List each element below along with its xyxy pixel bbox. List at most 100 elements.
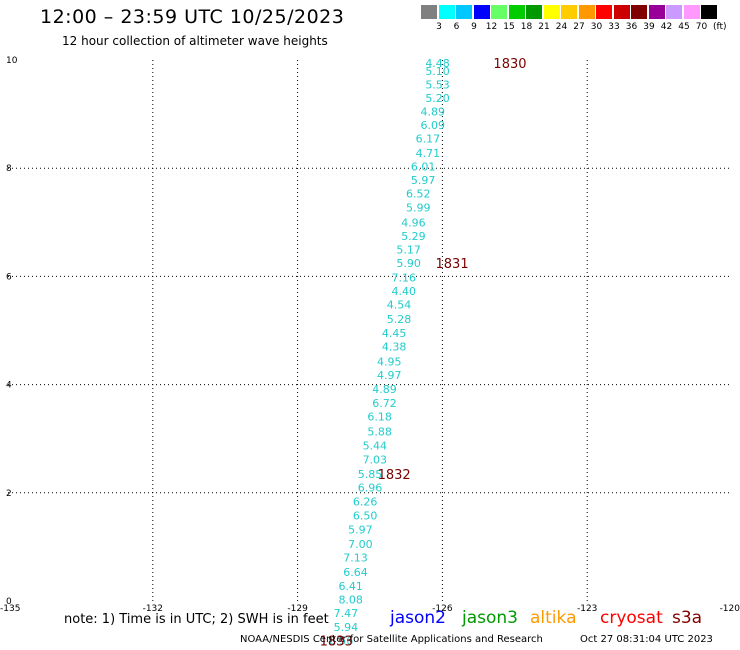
satellite-name-s3a: s3a — [672, 608, 703, 628]
y-tick-label: 2 — [6, 489, 12, 499]
wave-height-label: 4.97 — [377, 369, 402, 382]
color-swatch — [561, 5, 577, 19]
color-swatch — [701, 5, 717, 19]
wave-height-label: 4.40 — [392, 285, 417, 298]
wave-height-label: 6.96 — [358, 481, 383, 494]
wave-height-label: 4.71 — [416, 147, 441, 160]
y-tick-label: 10 — [6, 56, 18, 66]
wave-height-label: 5.94 — [334, 621, 359, 634]
color-scale-label: 30 — [590, 22, 603, 32]
y-tick-label: 6 — [6, 272, 12, 282]
satellite-name-jason3: jason3 — [462, 608, 518, 628]
wave-height-label: 5.20 — [425, 92, 450, 105]
color-swatch — [543, 5, 560, 19]
color-scale-unit: (ft) — [713, 22, 727, 32]
wave-height-label: 4.45 — [382, 327, 407, 340]
color-scale-label: 24 — [555, 22, 568, 32]
axis-tick-labels: -135 -132 -129 -126 -123 -120 0 2 4 6 8 10 — [0, 56, 740, 614]
color-scale-label: 12 — [485, 22, 498, 32]
wave-height-label: 6.72 — [372, 397, 397, 410]
wave-height-label: 6.09 — [420, 119, 445, 132]
color-scale-label: 42 — [660, 22, 673, 32]
time-mark-label: 1832 — [378, 468, 411, 483]
wave-height-label: 4.89 — [420, 105, 445, 118]
color-scale-label: 45 — [678, 22, 690, 32]
wave-height-label: 6.56 — [329, 634, 354, 647]
wave-height-label: 6.64 — [343, 566, 368, 579]
color-scale-label: 18 — [520, 22, 533, 32]
wave-height-label: 4.89 — [372, 383, 397, 396]
time-mark-label: 1833 — [320, 634, 353, 649]
time-marks: 1830 1831 1832 1833 — [320, 57, 527, 649]
generated-timestamp: Oct 27 08:31:04 UTC 2023 — [580, 634, 713, 645]
color-swatch — [438, 5, 455, 19]
satellite-name-jason2: jason2 — [390, 608, 446, 628]
footnote: note: 1) Time is in UTC; 2) SWH is in fe… — [64, 612, 329, 627]
wave-height-label: 8.08 — [338, 593, 363, 606]
color-scale-label: 39 — [643, 22, 655, 32]
wave-height-label: 6.52 — [406, 188, 431, 201]
x-tick-label: -120 — [720, 604, 740, 614]
wave-height-label: 5.28 — [387, 313, 412, 326]
wave-height-label: 6.26 — [353, 495, 378, 508]
wave-height-label: 5.10 — [425, 65, 450, 78]
wave-height-label: 7.03 — [363, 453, 388, 466]
color-scale-label: 27 — [573, 22, 585, 32]
color-swatch — [596, 5, 612, 19]
wave-height-label: 5.53 — [425, 78, 450, 91]
wave-height-label: 6.01 — [411, 161, 436, 174]
y-tick-label: 4 — [6, 381, 12, 391]
color-swatch — [456, 5, 472, 19]
color-swatch — [473, 5, 490, 19]
wave-height-label: 6.50 — [353, 510, 378, 523]
color-swatch — [683, 5, 700, 19]
color-swatch — [666, 5, 682, 19]
source-credit: NOAA/NESDIS Center for Satellite Applica… — [240, 634, 543, 645]
chart-title: 12:00 – 23:59 UTC 10/25/2023 — [40, 6, 345, 28]
color-swatch — [491, 5, 507, 19]
wave-height-label: 6.41 — [338, 580, 363, 593]
color-scale-label: 36 — [625, 22, 638, 32]
color-swatch — [578, 5, 595, 19]
wave-height-label: 4.48 — [425, 57, 450, 70]
color-scale-label: 15 — [503, 22, 515, 32]
x-tick-label: -123 — [577, 604, 597, 614]
time-mark-label: 1831 — [436, 257, 469, 272]
color-scale-label: 70 — [695, 22, 708, 32]
wave-height-label: 5.85 — [358, 468, 383, 481]
wave-height-label: 7.16 — [392, 271, 417, 284]
wave-height-label: 5.88 — [367, 426, 392, 439]
color-swatch — [648, 5, 665, 19]
wave-height-label: 5.97 — [411, 174, 436, 187]
color-scale-label: 6 — [453, 22, 460, 32]
wave-height-label: 7.13 — [343, 552, 368, 565]
color-swatch — [631, 5, 647, 19]
color-swatch — [508, 5, 525, 19]
wave-height-label: 5.97 — [348, 524, 373, 537]
wave-height-label: 5.90 — [396, 257, 421, 270]
wave-height-label: 5.17 — [396, 243, 421, 256]
wave-height-label: 4.95 — [377, 355, 402, 368]
wave-height-label: 5.44 — [363, 440, 388, 453]
x-tick-label: -129 — [287, 604, 308, 614]
y-tick-label: 8 — [6, 164, 12, 174]
x-tick-label: -126 — [432, 604, 453, 614]
time-mark-label: 1830 — [493, 57, 526, 72]
wave-height-labels: 4.485.105.535.204.896.096.174.716.015.97… — [329, 57, 450, 647]
satellite-name-cryosat: cryosat — [600, 608, 663, 628]
wave-height-label: 6.17 — [416, 132, 441, 145]
color-swatch — [526, 5, 542, 19]
color-scale-label: 21 — [538, 22, 550, 32]
grid-lines — [8, 60, 732, 601]
chart-subtitle: 12 hour collection of altimeter wave hei… — [62, 34, 328, 48]
color-scale-legend: (ft) 3 6 9 12 15 18 21 24 27 30 33 36 39 42 45 70 — [421, 5, 731, 37]
wave-height-label: 4.54 — [387, 299, 412, 312]
color-swatch — [421, 5, 437, 19]
wave-height-label: 4.96 — [401, 216, 426, 229]
wave-height-label: 7.47 — [334, 607, 359, 620]
wave-height-label: 7.00 — [348, 538, 373, 551]
color-scale-label: 33 — [608, 22, 620, 32]
color-swatch — [613, 5, 630, 19]
color-scale-label: 3 — [436, 22, 442, 32]
